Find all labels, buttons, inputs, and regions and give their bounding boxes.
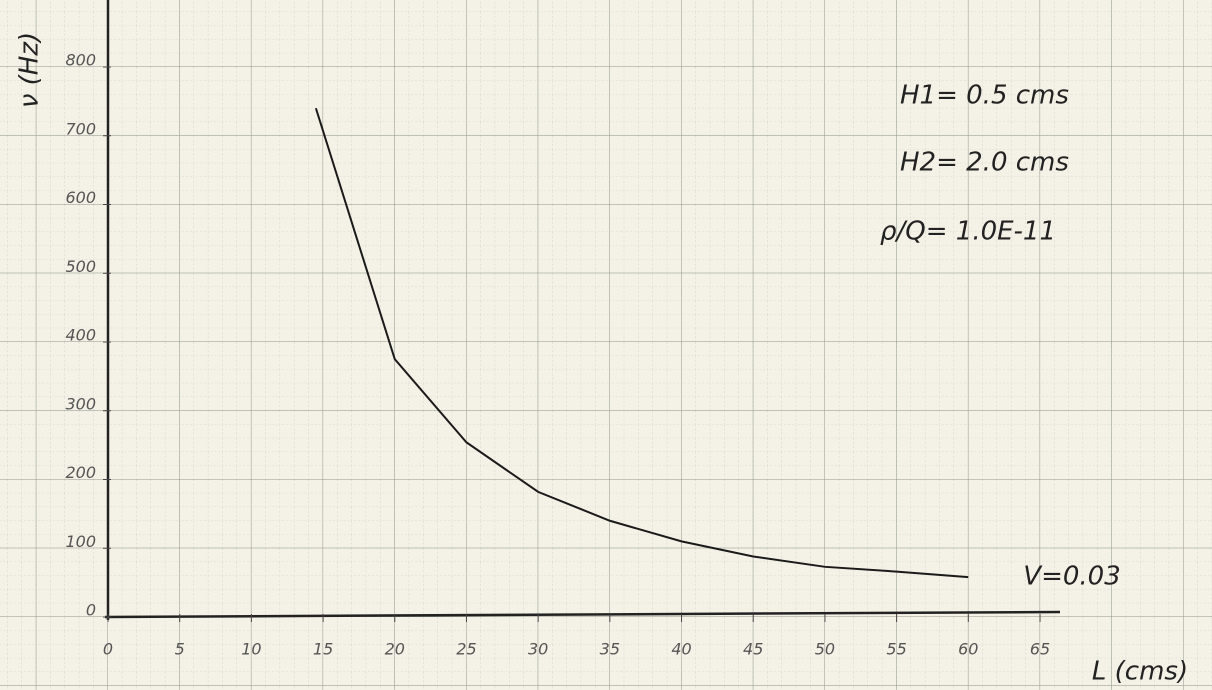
- x-tick-label: 40: [671, 640, 691, 659]
- y-tick-label: 100: [65, 532, 96, 551]
- x-tick-label: 60: [958, 640, 978, 659]
- x-tick-label: 50: [815, 640, 835, 659]
- y-tick-label: 700: [65, 119, 96, 138]
- x-tick-label: 15: [313, 640, 333, 659]
- x-tick-label: 65: [1030, 640, 1050, 659]
- chart: ν (Hz) L (cms) H1= 0.5 cms H2= 2.0 cms ρ…: [0, 0, 1212, 690]
- x-tick-label: 0: [103, 640, 113, 659]
- y-tick-label: 400: [65, 326, 96, 345]
- x-tick-label: 35: [600, 640, 620, 659]
- x-axis-label: L (cms): [1092, 657, 1188, 687]
- x-tick-label: 5: [175, 640, 185, 659]
- y-tick-label: 600: [65, 188, 96, 207]
- x-tick-label: 30: [528, 640, 548, 659]
- y-axis-label: ν (Hz): [15, 32, 45, 108]
- annotation: ρ/Q= 1.0E-11: [880, 217, 1056, 247]
- annotation: H2= 2.0 cms: [900, 148, 1069, 178]
- y-tick-label: 500: [65, 257, 96, 276]
- annotation: H1= 0.5 cms: [900, 81, 1069, 111]
- y-tick-label: 800: [65, 51, 96, 70]
- y-tick-label: 300: [65, 394, 96, 413]
- x-tick-label: 55: [886, 640, 906, 659]
- y-tick-label: 200: [65, 463, 96, 482]
- y-tick-label: 0: [86, 601, 96, 620]
- x-tick-label: 20: [385, 640, 405, 659]
- x-tick-label: 10: [241, 640, 261, 659]
- series-label: V=0.03: [1023, 562, 1120, 592]
- x-tick-label: 45: [743, 640, 763, 659]
- x-tick-label: 25: [456, 640, 476, 659]
